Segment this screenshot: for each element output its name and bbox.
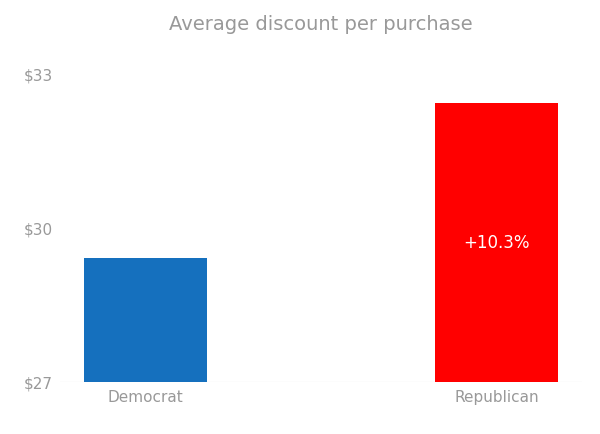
Bar — [84, 259, 207, 382]
Title: Average discount per purchase: Average discount per purchase — [169, 15, 473, 33]
Text: +10.3%: +10.3% — [464, 233, 530, 252]
Bar — [435, 103, 558, 382]
